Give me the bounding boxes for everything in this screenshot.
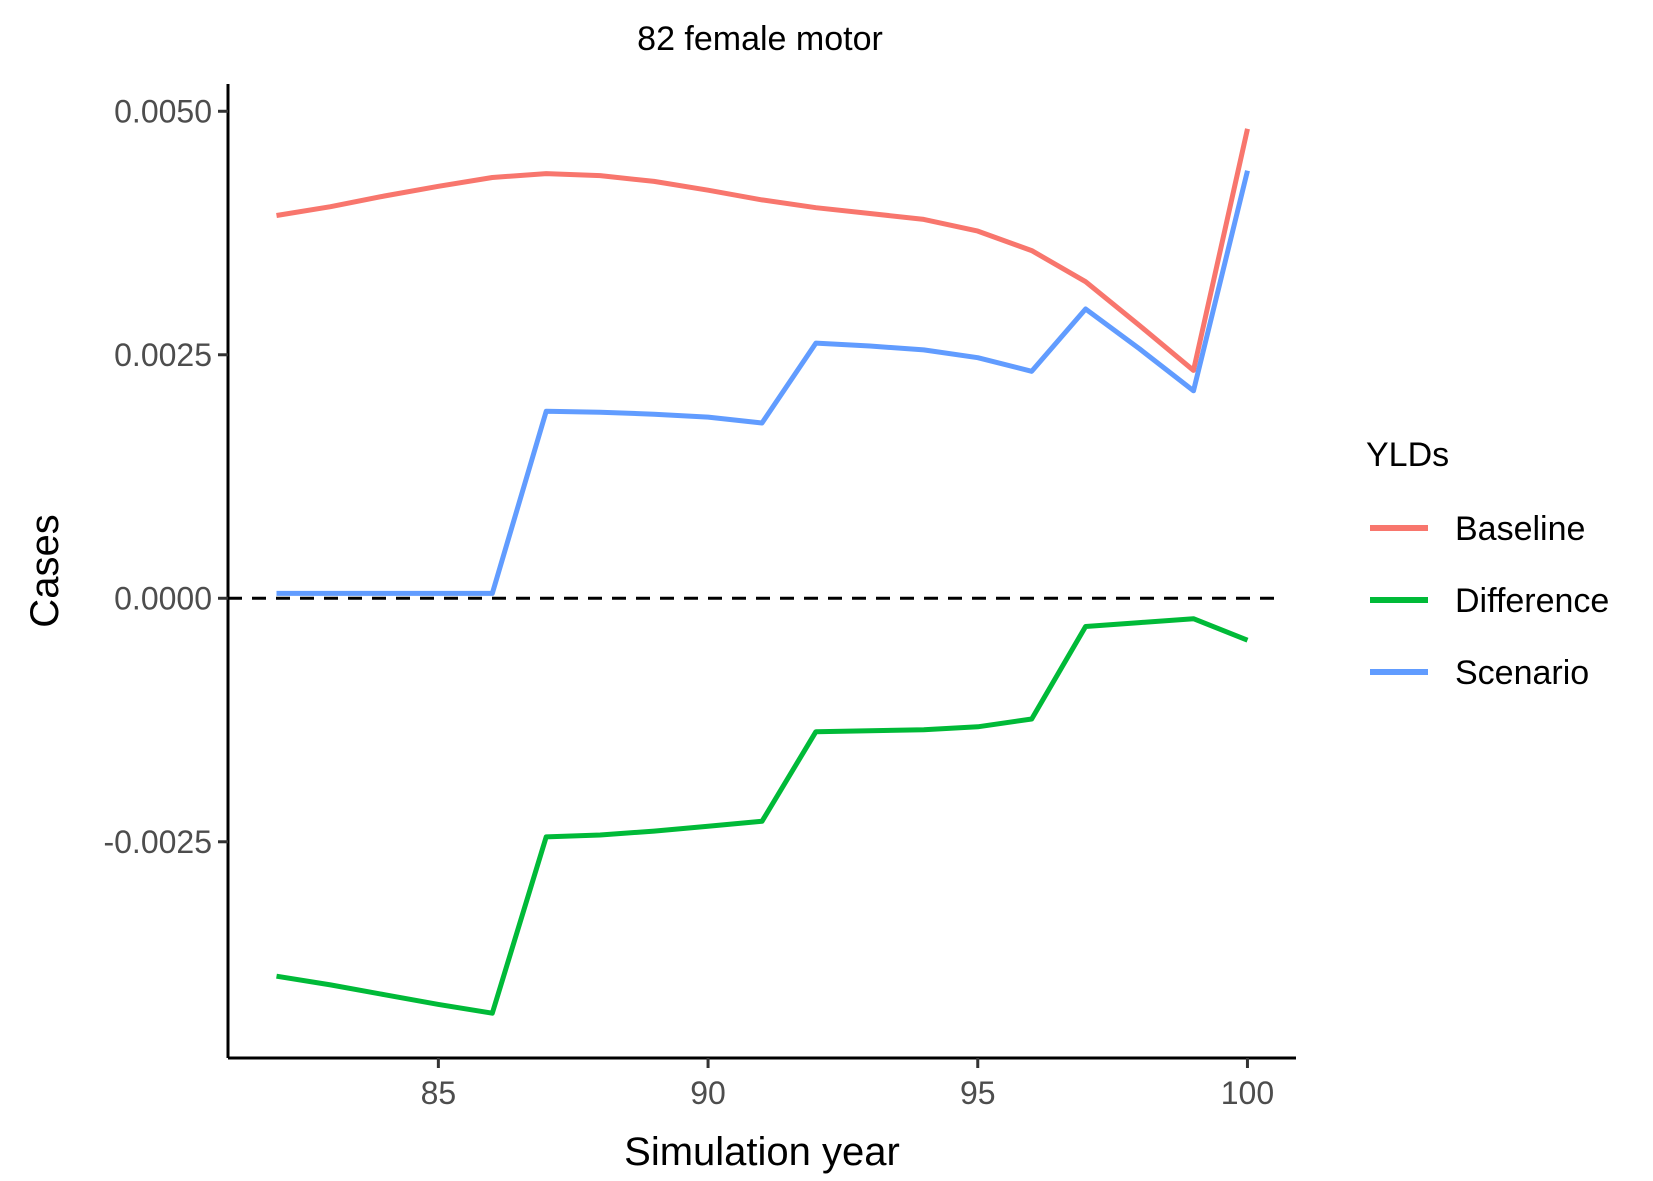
y-tick-label: -0.0025 [103, 824, 212, 860]
x-axis-title: Simulation year [624, 1130, 900, 1174]
legend-label-scenario: Scenario [1455, 654, 1589, 692]
legend-label-difference: Difference [1455, 582, 1609, 620]
legend-title: YLDs [1366, 436, 1449, 474]
x-tick-label: 85 [421, 1075, 457, 1111]
y-tick-label: 0.0025 [114, 337, 212, 373]
x-tick-label: 100 [1221, 1075, 1274, 1111]
y-tick-label: 0.0000 [114, 580, 212, 616]
y-axis-title: Cases [23, 514, 67, 627]
chart-title: 82 female motor [637, 20, 883, 58]
y-tick-label: 0.0050 [114, 93, 212, 129]
x-tick-label: 90 [690, 1075, 726, 1111]
x-axis-ticks: 85 90 95 100 [421, 1058, 1274, 1111]
y-axis-ticks: -0.0025 0.0000 0.0025 0.0050 [103, 93, 228, 860]
x-tick-label: 95 [960, 1075, 996, 1111]
legend-label-baseline: Baseline [1455, 510, 1585, 548]
series-line-scenario [276, 170, 1250, 596]
series-line-difference [276, 616, 1249, 1016]
plot-area [228, 128, 1283, 1016]
legend: YLDs Baseline Difference Scenario [1366, 436, 1609, 692]
series-line-baseline [276, 128, 1250, 373]
